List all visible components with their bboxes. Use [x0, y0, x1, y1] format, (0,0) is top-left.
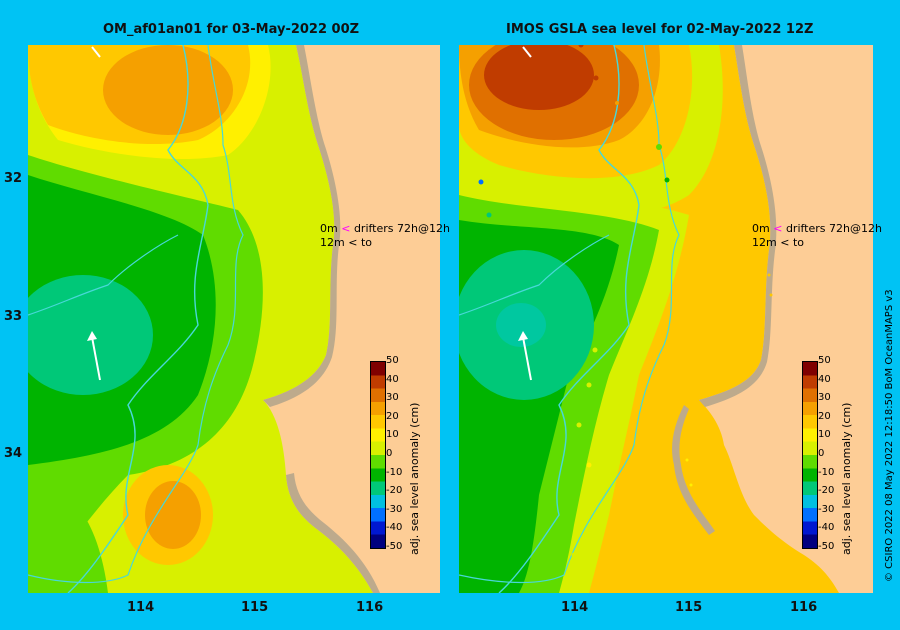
right-map-title: IMOS GSLA sea level for 02-May-2022 12Z [506, 22, 814, 37]
x-tick-label: 116 [356, 600, 384, 615]
colorbar-tick-label: 40 [818, 373, 831, 385]
right-map-contours [459, 45, 873, 593]
drifter-symbol-magenta: < [341, 222, 351, 235]
colorbar-tick-label: 30 [386, 392, 399, 404]
colorbar-tick-label: 40 [386, 373, 399, 385]
left-drifter-legend: 0m < drifters 72h@12h 12m < to [320, 222, 450, 250]
right-drifter-legend: 0m < drifters 72h@12h 12m < to [752, 222, 882, 250]
colorbar-tick-label: -10 [386, 466, 403, 478]
legend-depth-12m: 12m [320, 236, 345, 249]
legend-depth-12m: 12m [752, 236, 777, 249]
y-tick-label: 32 [4, 171, 23, 186]
right-map-panel[interactable] [459, 45, 873, 593]
colorbar-tick-label: -20 [818, 485, 835, 497]
x-tick-label: 115 [675, 600, 703, 615]
colorbar-tick-label: -50 [386, 541, 403, 552]
colorbar-tick-label: -10 [818, 466, 835, 478]
legend-label-drifters: drifters 72h@12h [353, 222, 450, 235]
colorbar-tick-label: 30 [818, 392, 831, 404]
legend-label-to: to [360, 236, 372, 249]
x-tick-label: 115 [241, 600, 269, 615]
drifter-symbol-black: < [780, 236, 790, 249]
colorbar-tick-label: 50 [818, 355, 831, 366]
colorbar-tick-label: -30 [818, 503, 835, 515]
x-tick-label: 116 [790, 600, 818, 615]
credit-text: © CSIRO 2022 08 May 2022 12:18:50 BoM Oc… [884, 289, 895, 582]
colorbar-tick-label: 0 [386, 448, 393, 459]
legend-depth-0m: 0m [752, 222, 770, 235]
colorbar-tick-label: 10 [386, 429, 399, 441]
legend-label-drifters: drifters 72h@12h [785, 222, 882, 235]
right-colorbar [802, 361, 818, 549]
colorbar-tick-label: -40 [818, 522, 835, 534]
y-tick-label: 33 [4, 309, 23, 324]
colorbar-tick-label: -20 [386, 485, 403, 497]
left-map-panel[interactable] [28, 45, 440, 593]
colorbar-tick-label: 50 [386, 355, 399, 366]
x-tick-label: 114 [127, 600, 155, 615]
colorbar-tick-label: -50 [818, 541, 835, 552]
colorbar-tick-label: 0 [818, 448, 825, 459]
left-map-title: OM_af01an01 for 03-May-2022 00Z [103, 22, 360, 37]
colorbar-tick-label: 20 [386, 410, 399, 422]
left-colorbar-title: adj. sea level anomaly (cm) [408, 402, 421, 555]
left-map-contours [28, 45, 440, 593]
observation-dots [478, 45, 773, 558]
colorbar-tick-label: -40 [386, 522, 403, 534]
left-colorbar [370, 361, 386, 549]
drifter-symbol-black: < [348, 236, 358, 249]
right-colorbar-title: adj. sea level anomaly (cm) [840, 402, 853, 555]
x-tick-label: 114 [561, 600, 589, 615]
legend-label-to: to [792, 236, 804, 249]
drifter-symbol-magenta: < [773, 222, 783, 235]
colorbar-tick-label: 10 [818, 429, 831, 441]
y-tick-label: 34 [4, 446, 23, 461]
colorbar-tick-label: 20 [818, 410, 831, 422]
colorbar-tick-label: -30 [386, 503, 403, 515]
legend-depth-0m: 0m [320, 222, 338, 235]
